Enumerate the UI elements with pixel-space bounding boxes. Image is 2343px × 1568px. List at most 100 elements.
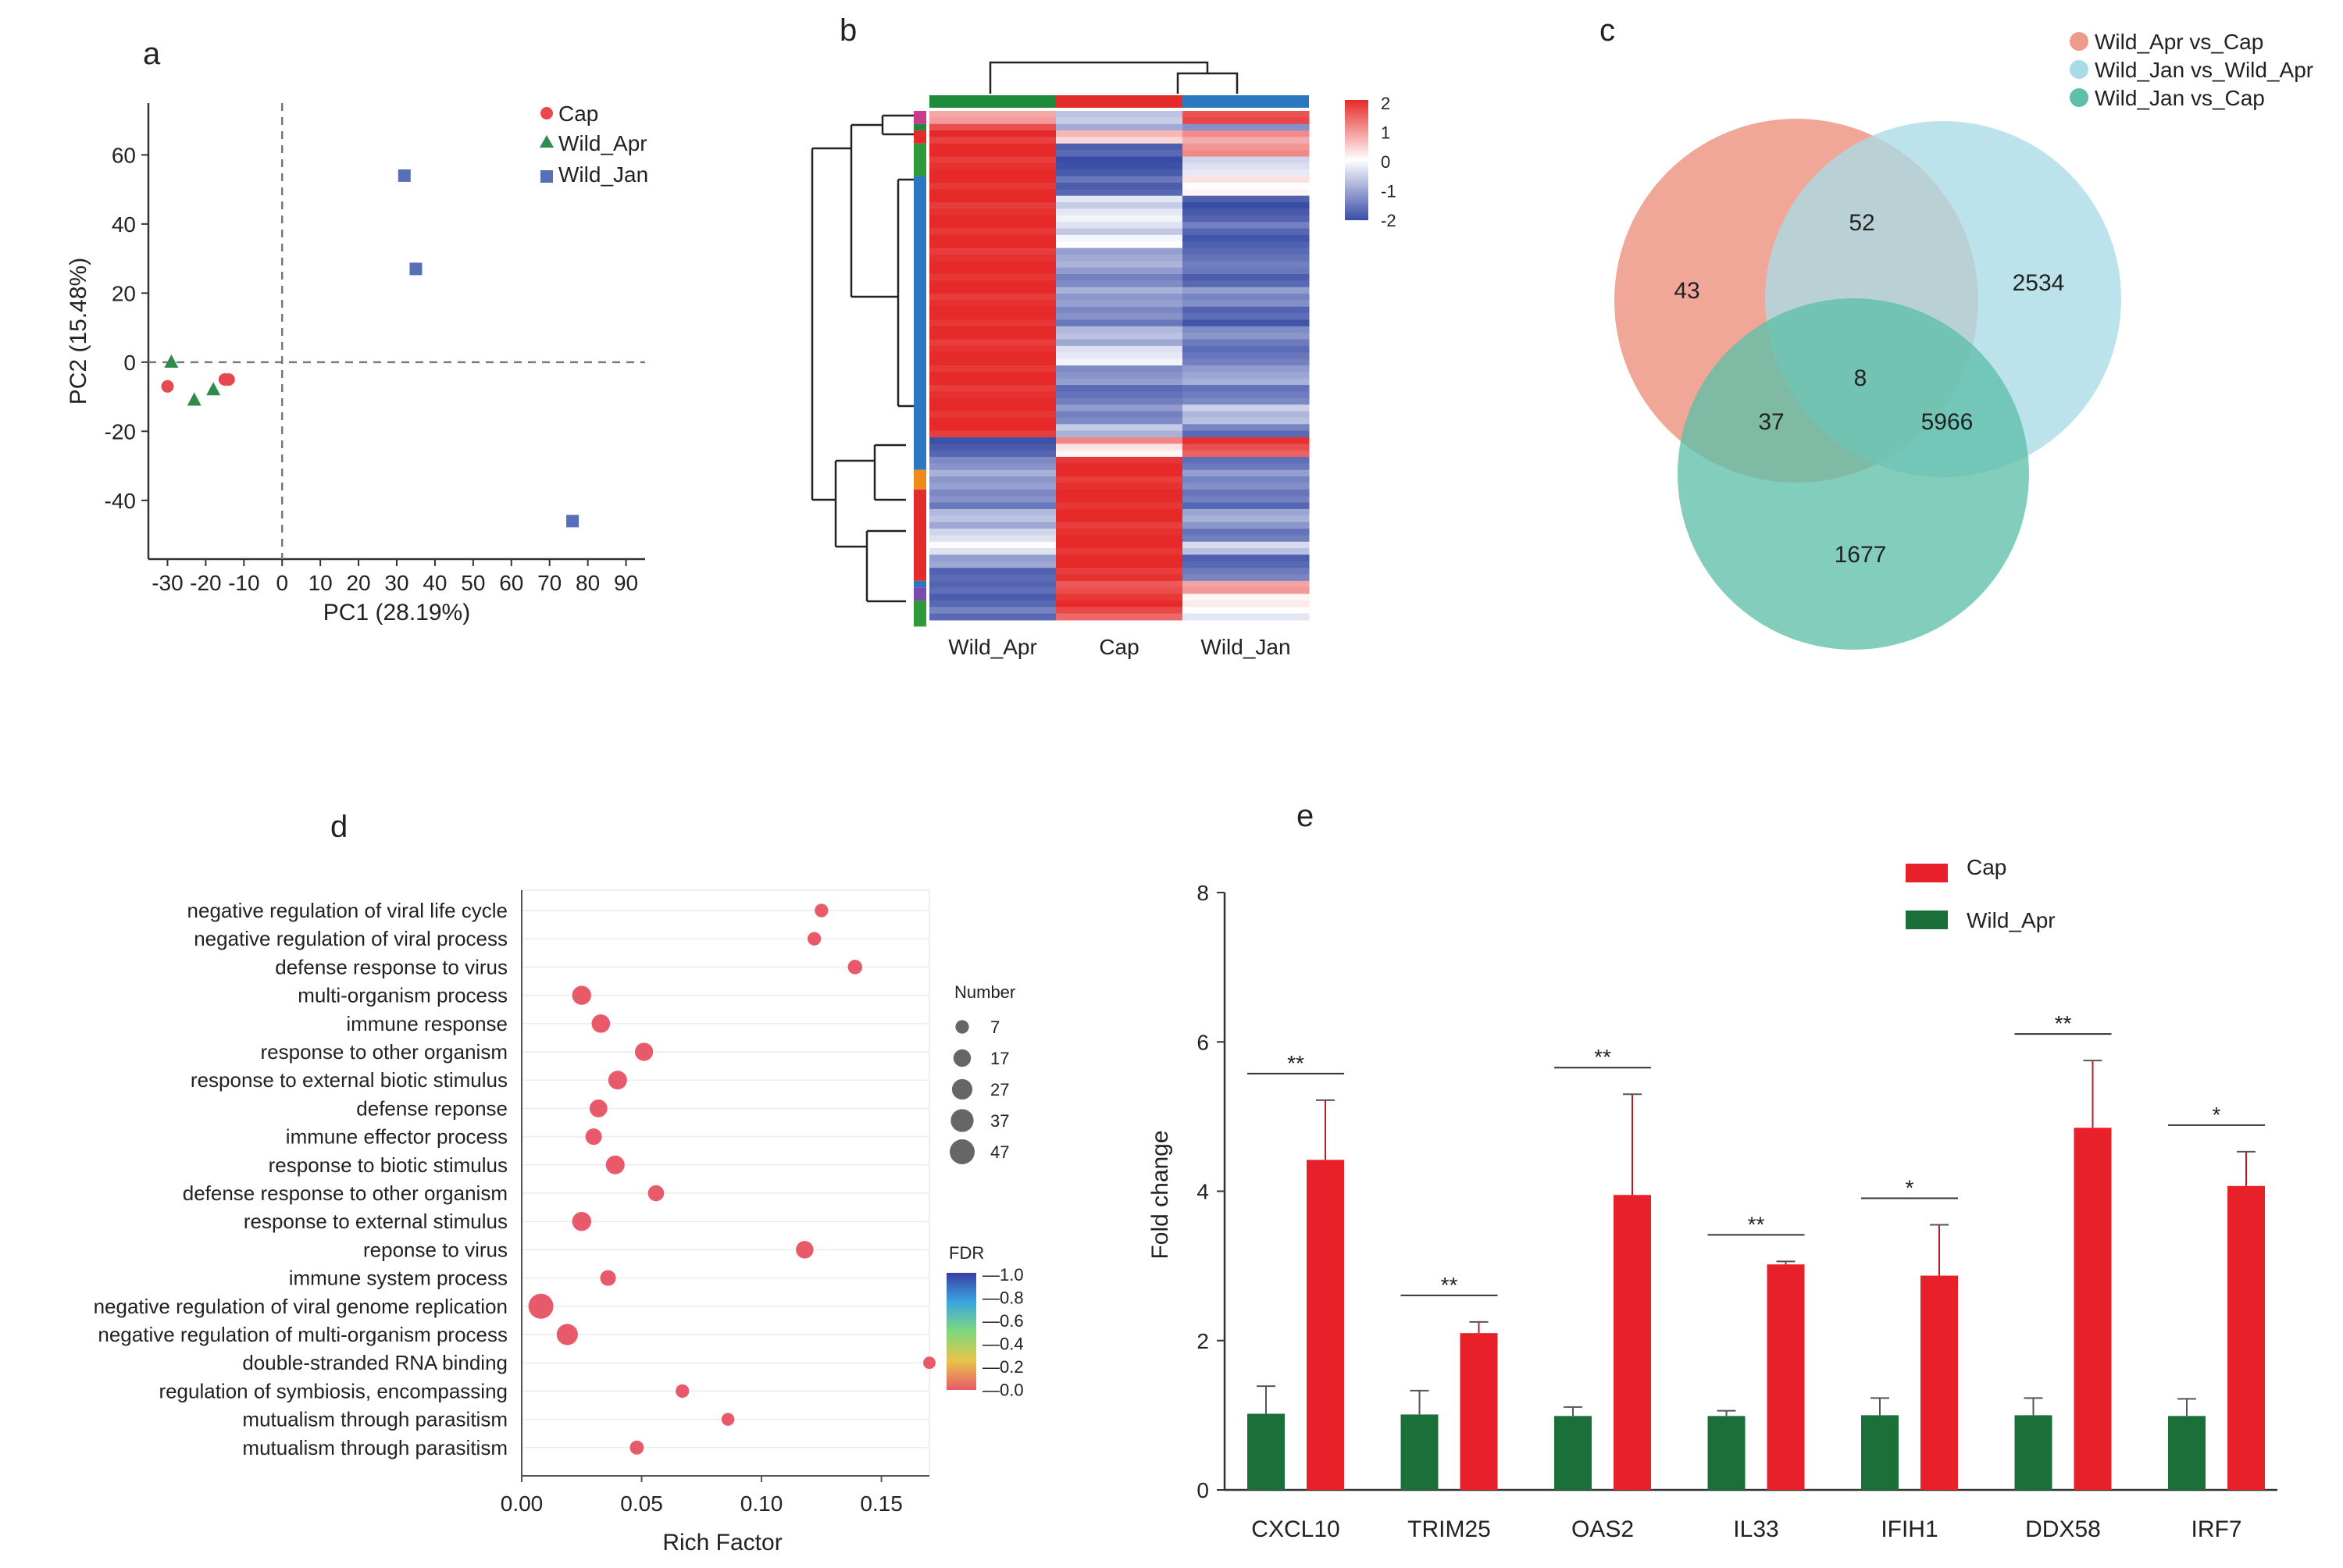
heatmap-cell [1182, 430, 1310, 438]
heatmap-cell [1056, 502, 1183, 510]
go-size-legend-dot [950, 1139, 975, 1164]
heatmap-column-label: Wild_Apr [948, 635, 1037, 659]
heatmap-cell [929, 261, 1057, 269]
heatmap-cell [929, 280, 1057, 288]
heatmap-cell [1056, 169, 1183, 177]
venn-legend-b-marker [2070, 60, 2088, 79]
go-term-label: negative regulation of viral life cycle [187, 899, 508, 922]
heatmap-row-color-bar [914, 143, 926, 176]
go-point [634, 1042, 654, 1061]
bar-legend-wild-apr-label: Wild_Apr [1967, 908, 2056, 932]
heatmap-cell [1056, 580, 1183, 588]
heatmap-cell [929, 502, 1057, 510]
heatmap-cell [1182, 541, 1310, 549]
heatmap-cell [929, 208, 1057, 216]
pca-point-wild-apr [164, 354, 179, 368]
heatmap-cell [929, 162, 1057, 170]
go-point [608, 1071, 627, 1090]
venn-circle-wild-jan-vs-cap [1678, 298, 2029, 650]
heatmap-cell [1182, 130, 1310, 137]
heatmap-cell [1182, 261, 1310, 269]
heatmap-cell [1056, 162, 1183, 170]
go-point [600, 1270, 616, 1286]
go-term-label: defense response to other organism [183, 1181, 508, 1205]
heatmap-cell [929, 156, 1057, 164]
go-point [676, 1384, 690, 1399]
heatmap-cell [929, 489, 1057, 497]
heatmap-cell [1182, 117, 1310, 125]
heatmap-cell [929, 267, 1057, 275]
heatmap-cell [1182, 143, 1310, 151]
go-point [721, 1413, 735, 1426]
heatmap-cell [1182, 378, 1310, 386]
heatmap-cell [1182, 502, 1310, 510]
heatmap-cell [929, 385, 1057, 392]
heatmap-cell [1056, 548, 1183, 555]
heatmap-cell [1182, 280, 1310, 288]
heatmap-cell [1182, 450, 1310, 458]
heatmap-cell [1056, 574, 1183, 582]
legend-wild-jan-label: Wild_Jan [558, 162, 648, 187]
heatmap-cell [929, 397, 1057, 405]
heatmap-cell [1182, 287, 1310, 294]
heatmap-cell [929, 300, 1057, 308]
heatmap-cell [1182, 345, 1310, 353]
heatmap-cell [1056, 273, 1183, 281]
heatmap-cell [929, 169, 1057, 177]
heatmap-row-color-bar [914, 469, 926, 490]
heatmap-cell [929, 228, 1057, 236]
heatmap-cell [1056, 182, 1183, 190]
heatmap-cell [929, 522, 1057, 529]
pca-y-tick-label: -20 [105, 419, 136, 444]
go-point [807, 932, 822, 946]
pca-point-cap [161, 380, 174, 393]
pca-y-tick-label: -40 [105, 489, 136, 513]
heatmap-cell [929, 254, 1057, 262]
pca-x-tick-label: -10 [228, 571, 259, 595]
heatmap-cell [929, 111, 1057, 118]
heatmap-cell [1056, 444, 1183, 451]
heatmap-cell [1182, 273, 1310, 281]
bar-cap [1460, 1333, 1498, 1490]
venn-legend: Wild_Apr vs_Cap Wild_Jan vs_Wild_Apr Wil… [2070, 30, 2313, 110]
heatmap-colorbar: 2 1 0 -1 -2 [1345, 94, 1396, 230]
heatmap-cell [1182, 208, 1310, 216]
bar-cap [2227, 1185, 2265, 1490]
go-point [815, 903, 829, 918]
row-dendro-bottom-pair-2 [865, 529, 906, 603]
heatmap-row-color-bar [914, 111, 926, 124]
heatmap-cell [1056, 137, 1183, 144]
legend-cap-label: Cap [558, 102, 598, 126]
heatmap-cell [929, 607, 1057, 615]
heatmap-cell [929, 182, 1057, 190]
pca-x-tick-label: -30 [152, 571, 183, 595]
venn-a-b-c: 8 [1854, 365, 1867, 391]
go-plot-area [521, 889, 930, 1477]
heatmap-cell [1182, 352, 1310, 360]
heatmap-cell [1182, 496, 1310, 504]
bar-wild-apr [1554, 1416, 1592, 1490]
pca-scatter-plot: -30 -20 -10 0 10 20 30 40 50 60 70 80 90 -40 -20 0 20 40… [66, 102, 648, 625]
heatmap-cell [1056, 593, 1183, 601]
go-size-legend: Number 7 17 27 37 47 [950, 982, 1015, 1164]
heatmap-cell [1182, 515, 1310, 523]
heatmap-cell [1182, 267, 1310, 275]
heatmap-cell [1056, 561, 1183, 568]
heatmap-cell [929, 319, 1057, 327]
pca-x-tick-label: -20 [190, 571, 221, 595]
heatmap-cell [1182, 339, 1310, 347]
heatmap-cell [1056, 150, 1183, 158]
heatmap-cell [1056, 345, 1183, 353]
go-term-label: response to external biotic stimulus [191, 1068, 508, 1092]
pca-points [161, 169, 580, 528]
heatmap-cell [1056, 111, 1183, 118]
go-term-label: immune effector process [286, 1125, 508, 1149]
bar-y-axis-label: Fold change [1147, 1130, 1173, 1259]
pca-y-axis-label: PC2 (15.48%) [66, 258, 91, 404]
heatmap-cell [1182, 254, 1310, 262]
heatmap-cell [1056, 378, 1183, 386]
go-size-legend-label: 7 [990, 1017, 1000, 1037]
pca-y-tick-label: 20 [112, 281, 136, 305]
heatmap-cell [1182, 169, 1310, 177]
venn-a-c: 37 [1758, 409, 1784, 435]
